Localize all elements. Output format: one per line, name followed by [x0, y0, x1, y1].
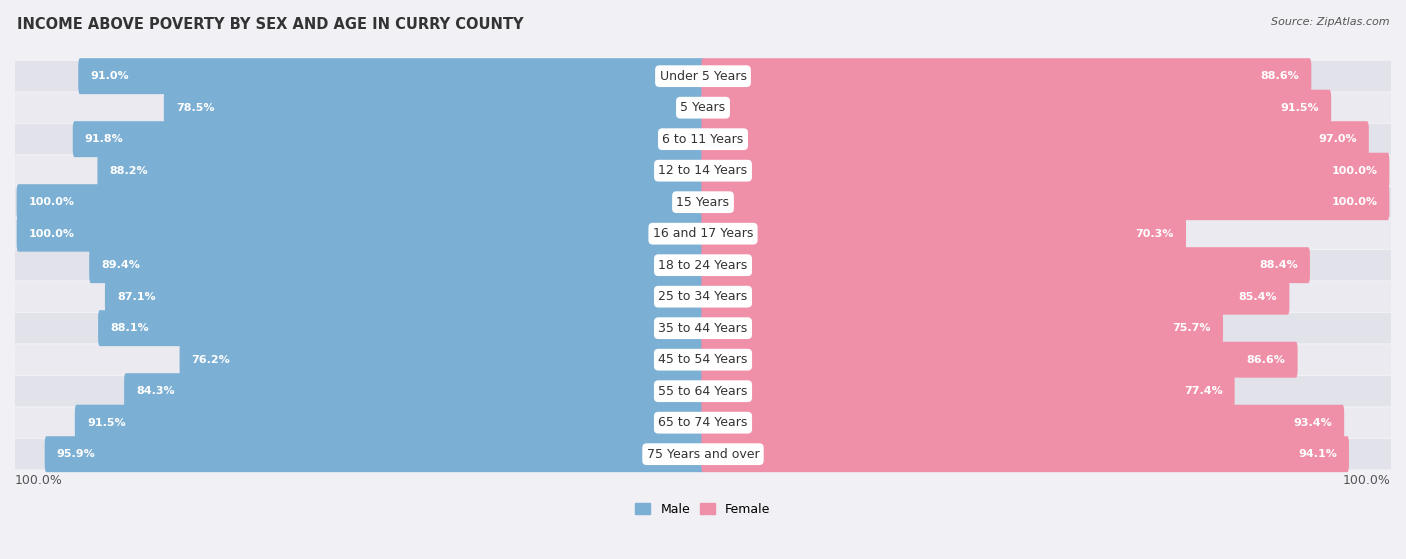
- Text: 100.0%: 100.0%: [15, 473, 63, 487]
- Text: 88.6%: 88.6%: [1261, 71, 1299, 81]
- FancyBboxPatch shape: [15, 187, 1391, 217]
- Text: 6 to 11 Years: 6 to 11 Years: [662, 132, 744, 146]
- FancyBboxPatch shape: [97, 153, 704, 188]
- FancyBboxPatch shape: [15, 376, 1391, 406]
- Text: 76.2%: 76.2%: [191, 355, 231, 364]
- FancyBboxPatch shape: [15, 439, 1391, 470]
- Text: 95.9%: 95.9%: [56, 449, 96, 459]
- FancyBboxPatch shape: [702, 89, 1331, 126]
- FancyBboxPatch shape: [89, 247, 704, 283]
- Text: 45 to 54 Years: 45 to 54 Years: [658, 353, 748, 366]
- Text: 91.0%: 91.0%: [90, 71, 129, 81]
- Text: INCOME ABOVE POVERTY BY SEX AND AGE IN CURRY COUNTY: INCOME ABOVE POVERTY BY SEX AND AGE IN C…: [17, 17, 523, 32]
- FancyBboxPatch shape: [15, 344, 1391, 375]
- Text: 15 Years: 15 Years: [676, 196, 730, 209]
- Text: 100.0%: 100.0%: [28, 229, 75, 239]
- Text: 55 to 64 Years: 55 to 64 Years: [658, 385, 748, 397]
- Legend: Male, Female: Male, Female: [630, 498, 776, 520]
- Text: 91.5%: 91.5%: [87, 418, 125, 428]
- FancyBboxPatch shape: [105, 279, 704, 315]
- Text: 97.0%: 97.0%: [1319, 134, 1357, 144]
- FancyBboxPatch shape: [124, 373, 704, 409]
- FancyBboxPatch shape: [180, 342, 704, 378]
- FancyBboxPatch shape: [702, 184, 1389, 220]
- FancyBboxPatch shape: [15, 282, 1391, 312]
- Text: 70.3%: 70.3%: [1136, 229, 1174, 239]
- Text: 87.1%: 87.1%: [117, 292, 156, 302]
- FancyBboxPatch shape: [45, 436, 704, 472]
- Text: 91.5%: 91.5%: [1281, 103, 1319, 113]
- FancyBboxPatch shape: [15, 250, 1391, 280]
- Text: 86.6%: 86.6%: [1247, 355, 1285, 364]
- FancyBboxPatch shape: [702, 405, 1344, 440]
- FancyBboxPatch shape: [702, 342, 1298, 378]
- Text: 89.4%: 89.4%: [101, 260, 141, 270]
- Text: 25 to 34 Years: 25 to 34 Years: [658, 290, 748, 303]
- Text: 100.0%: 100.0%: [1343, 473, 1391, 487]
- FancyBboxPatch shape: [702, 247, 1310, 283]
- FancyBboxPatch shape: [15, 313, 1391, 343]
- FancyBboxPatch shape: [98, 310, 704, 346]
- Text: Under 5 Years: Under 5 Years: [659, 70, 747, 83]
- Text: 88.4%: 88.4%: [1260, 260, 1298, 270]
- Text: 91.8%: 91.8%: [84, 134, 124, 144]
- Text: 18 to 24 Years: 18 to 24 Years: [658, 259, 748, 272]
- Text: 65 to 74 Years: 65 to 74 Years: [658, 416, 748, 429]
- FancyBboxPatch shape: [15, 61, 1391, 91]
- Text: 16 and 17 Years: 16 and 17 Years: [652, 227, 754, 240]
- FancyBboxPatch shape: [702, 436, 1348, 472]
- FancyBboxPatch shape: [15, 93, 1391, 123]
- Text: 75 Years and over: 75 Years and over: [647, 448, 759, 461]
- Text: 84.3%: 84.3%: [136, 386, 174, 396]
- FancyBboxPatch shape: [165, 89, 704, 126]
- Text: 12 to 14 Years: 12 to 14 Years: [658, 164, 748, 177]
- FancyBboxPatch shape: [15, 155, 1391, 186]
- Text: 5 Years: 5 Years: [681, 101, 725, 114]
- Text: 94.1%: 94.1%: [1298, 449, 1337, 459]
- FancyBboxPatch shape: [75, 405, 704, 440]
- FancyBboxPatch shape: [15, 408, 1391, 438]
- FancyBboxPatch shape: [702, 373, 1234, 409]
- Text: 85.4%: 85.4%: [1239, 292, 1278, 302]
- FancyBboxPatch shape: [702, 310, 1223, 346]
- FancyBboxPatch shape: [702, 216, 1187, 252]
- FancyBboxPatch shape: [73, 121, 704, 157]
- FancyBboxPatch shape: [17, 184, 704, 220]
- Text: 78.5%: 78.5%: [176, 103, 214, 113]
- FancyBboxPatch shape: [17, 216, 704, 252]
- Text: 77.4%: 77.4%: [1184, 386, 1223, 396]
- Text: 100.0%: 100.0%: [1331, 165, 1378, 176]
- Text: 93.4%: 93.4%: [1294, 418, 1331, 428]
- FancyBboxPatch shape: [702, 121, 1369, 157]
- FancyBboxPatch shape: [702, 279, 1289, 315]
- FancyBboxPatch shape: [702, 153, 1389, 188]
- FancyBboxPatch shape: [702, 58, 1312, 94]
- Text: 35 to 44 Years: 35 to 44 Years: [658, 321, 748, 335]
- FancyBboxPatch shape: [15, 124, 1391, 154]
- Text: 75.7%: 75.7%: [1173, 323, 1211, 333]
- Text: 88.2%: 88.2%: [110, 165, 148, 176]
- Text: 88.1%: 88.1%: [110, 323, 149, 333]
- Text: 100.0%: 100.0%: [28, 197, 75, 207]
- FancyBboxPatch shape: [15, 219, 1391, 249]
- Text: 100.0%: 100.0%: [1331, 197, 1378, 207]
- Text: Source: ZipAtlas.com: Source: ZipAtlas.com: [1271, 17, 1389, 27]
- FancyBboxPatch shape: [79, 58, 704, 94]
